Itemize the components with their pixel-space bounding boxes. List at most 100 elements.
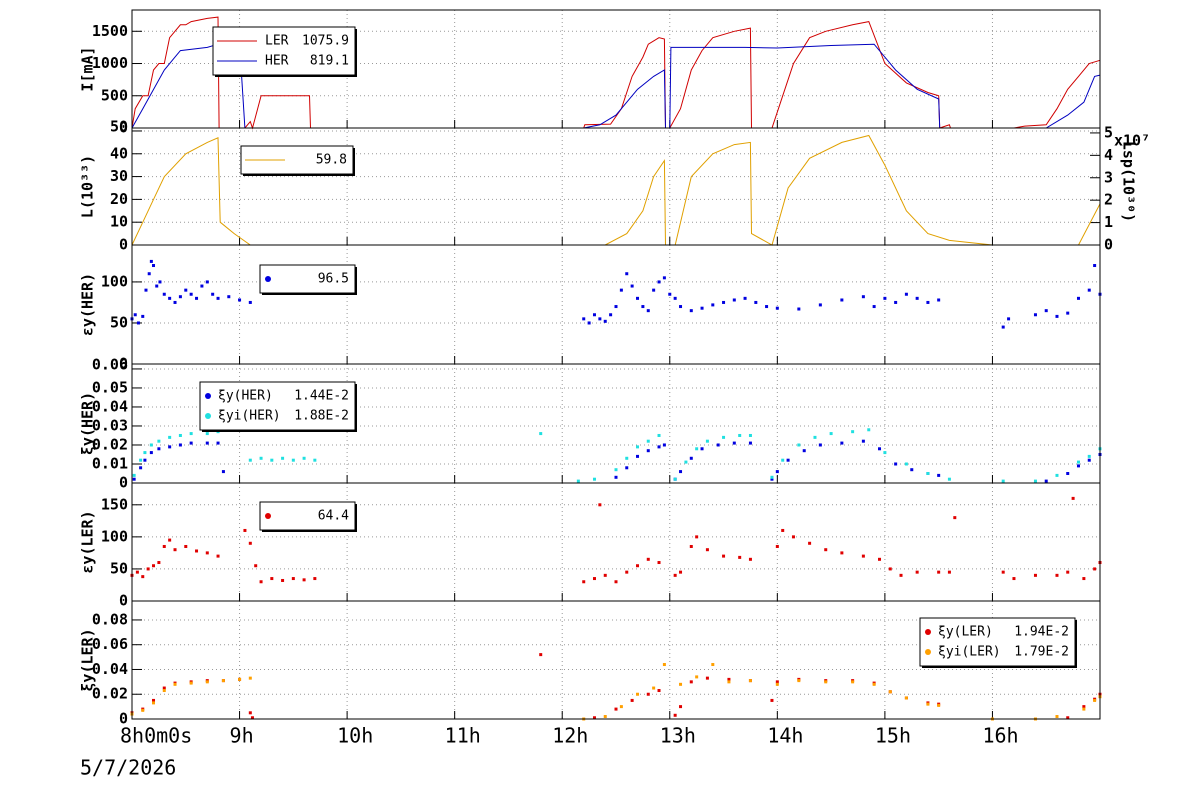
point bbox=[205, 432, 209, 436]
point bbox=[592, 477, 596, 481]
point bbox=[947, 570, 951, 574]
point bbox=[619, 705, 623, 709]
legend-value: 1.94E-2 bbox=[1014, 625, 1069, 640]
point bbox=[149, 443, 153, 447]
point bbox=[248, 676, 252, 680]
point bbox=[641, 305, 645, 309]
point bbox=[679, 570, 683, 574]
point bbox=[878, 447, 882, 451]
point bbox=[614, 707, 618, 711]
y-tick-label: 0 bbox=[119, 474, 128, 492]
point bbox=[904, 696, 908, 700]
point bbox=[189, 681, 193, 685]
point bbox=[135, 570, 139, 574]
point bbox=[141, 314, 145, 318]
point bbox=[947, 477, 951, 481]
point bbox=[1033, 479, 1037, 483]
point bbox=[630, 284, 634, 288]
point bbox=[625, 570, 629, 574]
point bbox=[770, 477, 774, 481]
point bbox=[662, 276, 666, 280]
point bbox=[926, 702, 930, 706]
point bbox=[598, 503, 602, 507]
y-tick-label: 0.05 bbox=[92, 378, 128, 396]
point bbox=[603, 573, 607, 577]
point bbox=[614, 468, 618, 472]
x-tick-label: 10h bbox=[337, 724, 373, 748]
x-tick-label: 14h bbox=[767, 724, 803, 748]
point bbox=[662, 663, 666, 667]
point bbox=[614, 305, 618, 309]
y-tick-label: 0.06 bbox=[92, 635, 128, 653]
y-tick-label: 0.08 bbox=[92, 610, 128, 628]
point bbox=[684, 460, 688, 464]
point bbox=[791, 535, 795, 539]
point bbox=[143, 451, 147, 455]
point bbox=[149, 259, 153, 263]
point bbox=[302, 456, 306, 460]
point bbox=[953, 516, 957, 520]
legend-value: 1.88E-2 bbox=[294, 409, 349, 424]
point bbox=[1071, 496, 1075, 500]
point bbox=[603, 715, 607, 719]
point bbox=[1001, 479, 1005, 483]
point bbox=[141, 575, 145, 579]
y2-tick-label: 3 bbox=[1104, 168, 1113, 186]
point bbox=[711, 303, 715, 307]
point bbox=[711, 663, 715, 667]
point bbox=[904, 292, 908, 296]
point bbox=[178, 443, 182, 447]
x-tick-label: 9h bbox=[230, 724, 254, 748]
point bbox=[689, 456, 693, 460]
point bbox=[679, 682, 683, 686]
point bbox=[738, 555, 742, 559]
point bbox=[732, 441, 736, 445]
legend-value: 1.44E-2 bbox=[294, 389, 349, 404]
point bbox=[146, 567, 150, 571]
point bbox=[1044, 479, 1048, 483]
point bbox=[636, 445, 640, 449]
point bbox=[775, 544, 779, 548]
point bbox=[1087, 454, 1091, 458]
point bbox=[157, 447, 161, 451]
point bbox=[205, 551, 209, 555]
y-tick-label: 0.04 bbox=[92, 397, 128, 415]
point bbox=[770, 698, 774, 702]
y-tick-label: 0 bbox=[119, 592, 128, 610]
legend-value: 59.8 bbox=[316, 153, 347, 168]
point bbox=[238, 298, 242, 302]
point bbox=[1044, 309, 1048, 313]
point bbox=[178, 433, 182, 437]
point bbox=[1007, 317, 1011, 321]
x-tick-label: 13h bbox=[660, 724, 696, 748]
y-tick-label: 30 bbox=[110, 167, 128, 185]
point bbox=[157, 439, 161, 443]
point bbox=[302, 578, 306, 582]
point bbox=[1033, 313, 1037, 317]
point bbox=[899, 573, 903, 577]
point bbox=[888, 567, 892, 571]
point bbox=[754, 300, 758, 304]
point bbox=[861, 295, 865, 299]
point bbox=[797, 443, 801, 447]
point bbox=[851, 680, 855, 684]
point bbox=[173, 682, 177, 686]
point bbox=[195, 296, 199, 300]
point bbox=[673, 477, 677, 481]
point bbox=[722, 435, 726, 439]
point bbox=[937, 473, 941, 477]
point bbox=[765, 305, 769, 309]
point bbox=[168, 445, 172, 449]
point bbox=[238, 677, 242, 681]
point bbox=[915, 570, 919, 574]
point bbox=[139, 466, 143, 470]
legend-label: ξy(LER) bbox=[938, 625, 993, 640]
point bbox=[657, 433, 661, 437]
point bbox=[248, 711, 252, 715]
y-tick-label: 500 bbox=[101, 86, 128, 104]
legend-swatch bbox=[925, 649, 931, 655]
point bbox=[840, 298, 844, 302]
point bbox=[609, 313, 613, 317]
point bbox=[1055, 573, 1059, 577]
point bbox=[883, 451, 887, 455]
